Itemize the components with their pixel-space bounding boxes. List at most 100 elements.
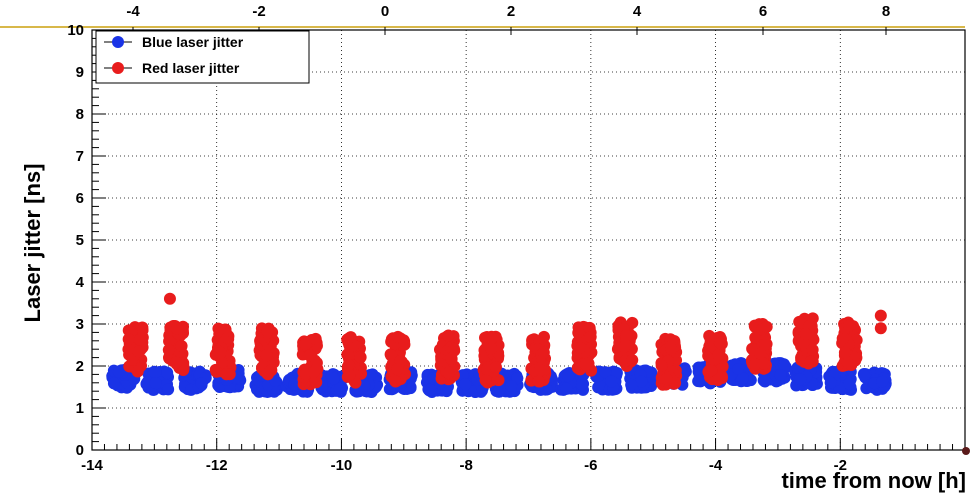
blue-point bbox=[843, 377, 856, 390]
blue-point bbox=[288, 378, 301, 391]
x-tick-label: -4 bbox=[709, 457, 723, 474]
legend-red-marker bbox=[112, 62, 124, 74]
red-point bbox=[804, 355, 817, 368]
blue-point bbox=[736, 372, 749, 385]
x-axis-ticks: -14 -12 -10 -8 -6 -4 -2 bbox=[81, 438, 966, 474]
red-point bbox=[307, 366, 320, 379]
red-point bbox=[299, 338, 312, 351]
red-point bbox=[806, 343, 819, 356]
red-point bbox=[214, 346, 227, 359]
blue-point bbox=[161, 366, 174, 379]
red-point bbox=[874, 322, 887, 335]
top-tick-label: 4 bbox=[633, 3, 642, 20]
x-tick-label: -2 bbox=[834, 457, 847, 474]
red-point bbox=[584, 330, 597, 343]
red-point bbox=[715, 370, 728, 383]
blue-point bbox=[635, 375, 648, 388]
blue-point bbox=[333, 382, 346, 395]
top-tick-label: 2 bbox=[507, 3, 515, 20]
red-point bbox=[754, 347, 767, 360]
red-point bbox=[574, 341, 587, 354]
blue-point bbox=[149, 376, 162, 389]
y-tick-label: 0 bbox=[76, 442, 84, 459]
red-point bbox=[712, 348, 725, 361]
y-tick-label: 2 bbox=[76, 358, 84, 375]
red-point bbox=[626, 354, 639, 367]
blue-point bbox=[456, 369, 469, 382]
data-points bbox=[106, 292, 892, 399]
blue-point bbox=[692, 375, 705, 388]
red-point bbox=[838, 346, 851, 359]
red-point bbox=[759, 338, 772, 351]
red-point bbox=[131, 365, 144, 378]
red-point bbox=[132, 345, 145, 358]
red-point bbox=[210, 365, 223, 378]
red-point bbox=[716, 360, 729, 373]
red-point bbox=[660, 372, 673, 385]
red-point bbox=[442, 329, 455, 342]
red-point bbox=[757, 357, 770, 370]
top-tick-label: 8 bbox=[882, 3, 890, 20]
blue-point bbox=[679, 365, 692, 378]
red-point bbox=[391, 363, 404, 376]
top-tick-label: -2 bbox=[252, 3, 265, 20]
red-point bbox=[704, 332, 717, 345]
blue-point bbox=[610, 366, 623, 379]
red-point bbox=[303, 349, 316, 362]
blue-point bbox=[562, 370, 575, 383]
red-point bbox=[837, 331, 850, 344]
red-point bbox=[534, 364, 547, 377]
y-tick-label: 6 bbox=[76, 190, 84, 207]
top-tick-label: -4 bbox=[126, 3, 140, 20]
blue-point bbox=[858, 368, 871, 381]
red-point bbox=[760, 320, 773, 333]
x-tick-label: -14 bbox=[81, 457, 103, 474]
red-point bbox=[749, 358, 762, 371]
x-tick-label: -8 bbox=[459, 457, 472, 474]
blue-point bbox=[505, 380, 518, 393]
red-point bbox=[163, 335, 176, 348]
blue-point bbox=[575, 378, 588, 391]
blue-point bbox=[560, 382, 573, 395]
blue-point bbox=[774, 368, 787, 381]
red-point bbox=[572, 326, 585, 339]
top-axis-ticks: -4 -2 0 2 4 6 8 bbox=[126, 3, 890, 35]
y-axis-ticks: 0 1 2 3 4 5 6 7 8 9 10 bbox=[67, 22, 106, 459]
red-point bbox=[489, 361, 502, 374]
y-tick-label: 4 bbox=[76, 274, 85, 291]
red-point bbox=[162, 343, 175, 356]
red-point bbox=[532, 375, 545, 388]
blue-point bbox=[364, 369, 377, 382]
red-point bbox=[797, 337, 810, 350]
y-tick-label: 5 bbox=[76, 232, 84, 249]
red-point bbox=[620, 329, 633, 342]
red-point bbox=[216, 356, 229, 369]
red-point bbox=[342, 349, 355, 362]
red-point bbox=[479, 374, 492, 387]
red-point bbox=[447, 342, 460, 355]
red-point bbox=[485, 342, 498, 355]
x-axis-title: time from now [h] bbox=[781, 468, 966, 493]
x-tick-label: -12 bbox=[206, 457, 228, 474]
axis-end-marker bbox=[962, 447, 970, 455]
x-tick-label: -10 bbox=[331, 457, 353, 474]
blue-point bbox=[824, 376, 837, 389]
legend-blue-marker bbox=[112, 36, 124, 48]
blue-point bbox=[794, 373, 807, 386]
red-point bbox=[445, 352, 458, 365]
y-tick-label: 3 bbox=[76, 316, 84, 333]
blue-point bbox=[195, 377, 208, 390]
red-point bbox=[385, 349, 398, 362]
blue-point bbox=[593, 379, 606, 392]
red-point bbox=[665, 343, 678, 356]
blue-point bbox=[107, 377, 120, 390]
red-point bbox=[398, 338, 411, 351]
blue-point bbox=[625, 378, 638, 391]
blue-point bbox=[599, 366, 612, 379]
red-point bbox=[537, 346, 550, 359]
y-tick-label: 10 bbox=[67, 22, 84, 39]
top-tick-label: 6 bbox=[759, 3, 767, 20]
y-tick-label: 8 bbox=[76, 106, 84, 123]
red-point bbox=[343, 368, 356, 381]
